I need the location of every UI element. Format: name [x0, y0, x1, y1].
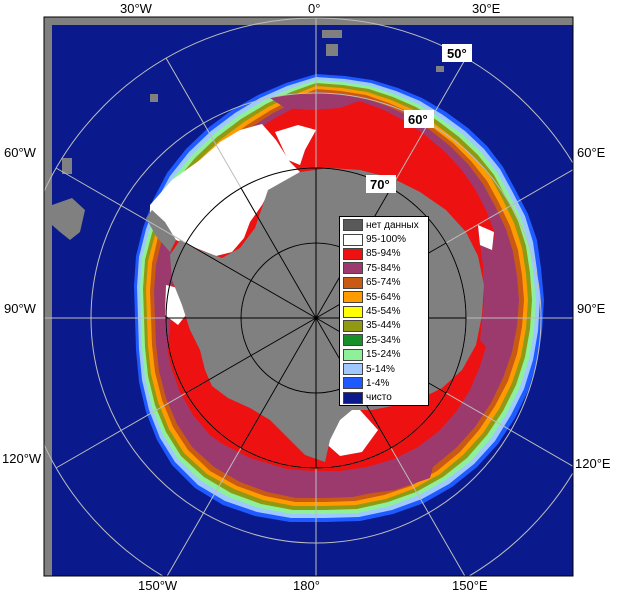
legend-item: чисто [340, 391, 428, 405]
legend-item: 65-74% [340, 276, 428, 290]
no-data-patch-nw [150, 94, 158, 102]
antarctic-peninsula [146, 210, 176, 252]
legend-swatch [343, 233, 363, 246]
ice-95-100-east-coast [478, 225, 494, 250]
legend-label: нет данных [366, 219, 419, 231]
legend-label: 25-34% [366, 334, 401, 346]
legend-swatch [343, 363, 363, 376]
legend-item: 1-4% [340, 376, 428, 390]
legend-swatch [343, 219, 363, 232]
legend-item: 55-64% [340, 290, 428, 304]
latitude-label-70: 70° [366, 175, 396, 193]
legend-item: 5-14% [340, 362, 428, 376]
legend-swatch [343, 319, 363, 332]
legend-label: 85-94% [366, 248, 401, 260]
lon-label-90w: 90°W [4, 301, 37, 316]
no-data-patch-ne [436, 66, 444, 72]
lon-label-180: 180° [293, 578, 320, 593]
legend-swatch [343, 391, 363, 404]
legend-label: 15-24% [366, 349, 401, 361]
no-data-strip-top [44, 17, 573, 25]
legend-item: нет данных [340, 218, 428, 232]
ice-95-100-weddell [150, 124, 300, 256]
lon-label-120w: 120°W [2, 451, 42, 466]
legend-label: 95-100% [366, 234, 407, 246]
latitude-label-60-text: 60° [408, 112, 428, 127]
legend-label: 55-64% [366, 291, 401, 303]
lon-label-60w: 60°W [4, 145, 37, 160]
legend-swatch [343, 334, 363, 347]
no-data-patch-west [52, 198, 85, 240]
legend-swatch [343, 262, 363, 275]
legend-label: 1-4% [366, 377, 390, 389]
ice-75-84-east-patch [478, 230, 506, 356]
lon-label-60e: 60°E [577, 145, 606, 160]
ice-95-100-north-strip [275, 125, 316, 165]
legend-label: 45-54% [366, 306, 401, 318]
no-data-patch-north [322, 30, 342, 38]
lon-label-0: 0° [308, 1, 320, 16]
legend-label: 5-14% [366, 363, 395, 375]
no-data-patch-north-2 [326, 44, 338, 56]
legend-item: 85-94% [340, 247, 428, 261]
concentration-legend: нет данных 95-100% 85-94% 75-84% 65-74% 55-64… [339, 216, 429, 407]
no-data-patch-w2 [62, 158, 72, 174]
legend-swatch [343, 348, 363, 361]
legend-label: 35-44% [366, 320, 401, 332]
legend-item: 45-54% [340, 304, 428, 318]
map-frame [43, 16, 574, 577]
legend-item: 15-24% [340, 348, 428, 362]
latitude-label-70-text: 70° [370, 177, 390, 192]
lon-label-150w: 150°W [138, 578, 178, 593]
lon-label-90e: 90°E [577, 301, 606, 316]
legend-swatch [343, 377, 363, 390]
latitude-label-50-text: 50° [447, 46, 467, 61]
legend-label: чисто [366, 392, 392, 404]
legend-item: 95-100% [340, 232, 428, 246]
latitude-label-50: 50° [442, 44, 472, 62]
legend-item: 75-84% [340, 261, 428, 275]
legend-swatch [343, 305, 363, 318]
no-data-strip-left [44, 17, 52, 576]
legend-item: 35-44% [340, 319, 428, 333]
lon-label-120e: 120°E [575, 456, 611, 471]
legend-swatch [343, 276, 363, 289]
lon-label-30e: 30°E [472, 1, 501, 16]
lon-label-30w: 30°W [120, 1, 153, 16]
latitude-label-60: 60° [404, 110, 434, 128]
legend-label: 75-84% [366, 262, 401, 274]
legend-swatch [343, 291, 363, 304]
legend-label: 65-74% [366, 277, 401, 289]
ice-75-84-south-patch [215, 440, 440, 496]
lon-label-150e: 150°E [452, 578, 488, 593]
legend-item: 25-34% [340, 333, 428, 347]
legend-swatch [343, 247, 363, 260]
